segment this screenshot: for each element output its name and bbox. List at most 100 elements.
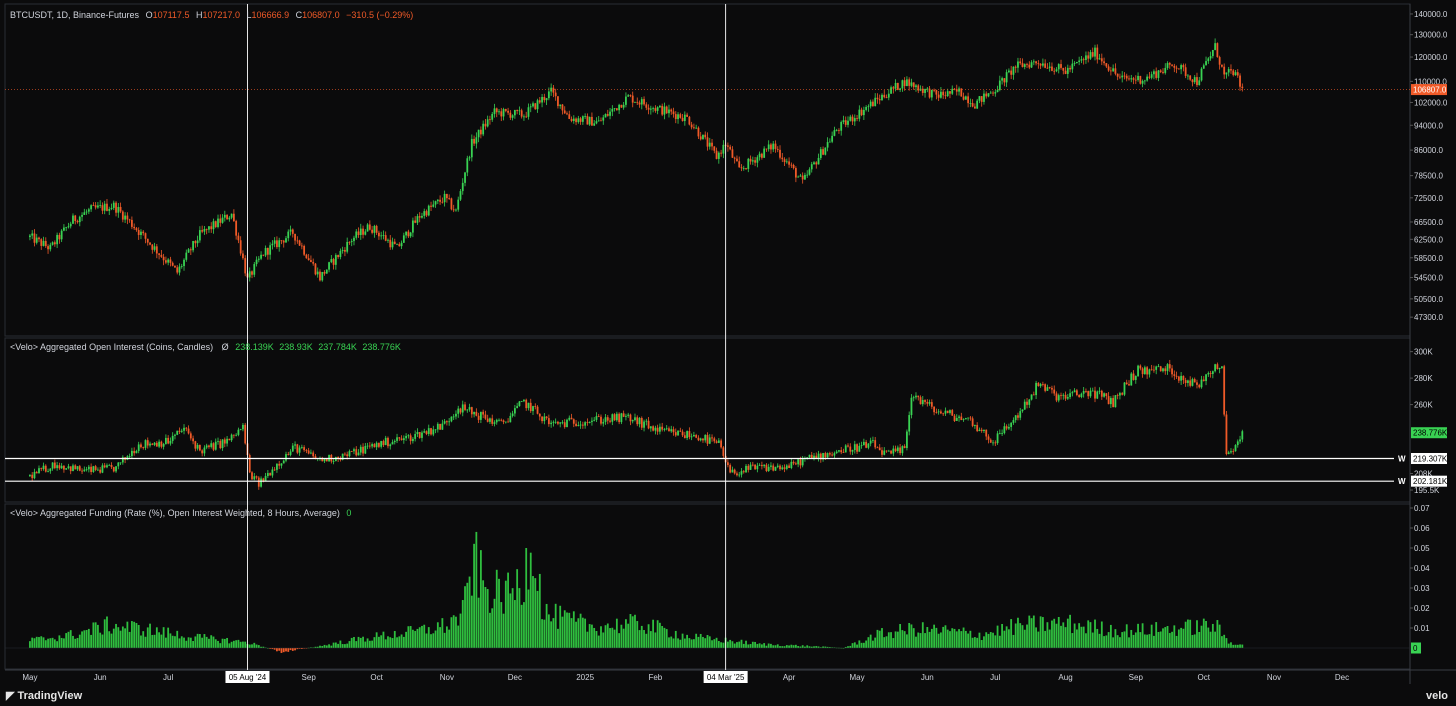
price-candle <box>636 101 639 103</box>
price-candle <box>232 213 235 222</box>
oi-candle <box>217 440 219 442</box>
oi-candle <box>344 453 346 455</box>
oi-candle <box>140 444 142 448</box>
funding-bar <box>1073 623 1076 648</box>
price-candle <box>1205 61 1207 66</box>
funding-bar <box>350 637 353 648</box>
oi-candle <box>1082 390 1085 394</box>
funding-bar <box>255 644 258 648</box>
oi-candle <box>1211 371 1214 374</box>
funding-bar <box>325 645 328 648</box>
price-candle <box>51 242 54 245</box>
price-tick-label: 50500.0 <box>1414 295 1443 304</box>
oi-candle <box>35 471 38 474</box>
oi-candle <box>498 419 500 421</box>
price-candle <box>1137 75 1139 81</box>
price-candle <box>520 110 523 117</box>
funding-tick-label: 0.07 <box>1414 504 1430 513</box>
price-candle <box>622 104 625 108</box>
price-candle <box>1232 70 1235 76</box>
oi-candle <box>758 464 761 466</box>
price-candle <box>738 161 741 168</box>
price-candle <box>865 106 868 110</box>
oi-candle <box>103 465 106 468</box>
price-candle <box>271 243 274 246</box>
funding-bar <box>260 646 262 648</box>
funding-bar <box>341 644 344 648</box>
price-candle <box>489 119 491 121</box>
price-candle <box>162 256 165 261</box>
price-candle <box>226 214 228 220</box>
funding-bar <box>1055 623 1058 648</box>
oi-candle <box>228 438 231 441</box>
funding-bar <box>416 628 419 648</box>
funding-bar <box>976 637 979 648</box>
oi-candle <box>464 404 466 410</box>
funding-bar <box>649 631 652 648</box>
price-candle <box>1017 61 1019 68</box>
funding-bar <box>276 648 278 652</box>
oi-candle <box>1205 374 1207 382</box>
oi-candle <box>133 450 136 454</box>
oi-candle <box>1075 390 1078 395</box>
oi-candle <box>532 406 534 412</box>
price-candle <box>332 259 335 265</box>
price-candle <box>482 123 485 135</box>
funding-bar <box>90 634 93 648</box>
oi-candle <box>1071 392 1074 394</box>
price-candle <box>155 246 158 254</box>
funding-bar <box>1123 631 1126 648</box>
funding-bar <box>1039 616 1042 648</box>
oi-candle <box>1028 399 1031 405</box>
funding-bar <box>1109 624 1112 648</box>
oi-candle <box>547 418 550 425</box>
funding-bar <box>321 645 324 648</box>
price-candle <box>205 228 208 230</box>
price-candle <box>563 110 566 114</box>
oi-candle <box>53 462 56 469</box>
price-candle <box>1200 68 1203 81</box>
oi-candle <box>1191 379 1194 386</box>
price-candle <box>577 118 580 123</box>
oi-candle <box>90 466 93 472</box>
oi-candle <box>83 469 86 472</box>
oi-candle <box>278 463 281 466</box>
funding-bar <box>314 646 317 648</box>
funding-bar <box>751 641 754 648</box>
funding-bar <box>532 576 534 648</box>
price-candle <box>1053 70 1056 72</box>
funding-bar <box>196 633 199 648</box>
oi-candle <box>108 464 111 466</box>
price-candle <box>319 271 321 281</box>
oi-candle <box>613 414 616 421</box>
funding-bar <box>887 632 890 648</box>
price-candle <box>1078 60 1081 62</box>
oi-candle <box>874 440 877 448</box>
x-tick-label: Oct <box>1198 673 1211 682</box>
oi-candle <box>1053 389 1056 394</box>
oi-candle <box>878 447 881 451</box>
funding-legend: <Velo> Aggregated Funding (Rate (%), Ope… <box>10 508 351 518</box>
price-candle <box>742 168 745 169</box>
oi-candle <box>844 445 847 453</box>
funding-bar <box>1032 615 1035 648</box>
oi-candle <box>171 435 174 441</box>
price-candle <box>717 152 720 159</box>
price-candle <box>1236 72 1239 76</box>
tradingview-logo[interactable]: ◤ TradingView <box>6 689 82 702</box>
oi-candle <box>94 466 97 470</box>
price-candle <box>208 226 210 230</box>
oi-candle <box>38 468 40 474</box>
oi-candle <box>1187 380 1189 383</box>
funding-bar <box>310 647 312 648</box>
oi-candle <box>482 411 485 415</box>
funding-bar <box>1141 623 1144 648</box>
price-candle <box>951 88 954 94</box>
funding-bar <box>291 648 294 651</box>
funding-bar <box>1134 632 1137 648</box>
funding-bar <box>647 624 650 648</box>
oi-candle <box>441 423 444 430</box>
funding-bar <box>53 639 56 648</box>
oi-candle <box>742 471 745 473</box>
